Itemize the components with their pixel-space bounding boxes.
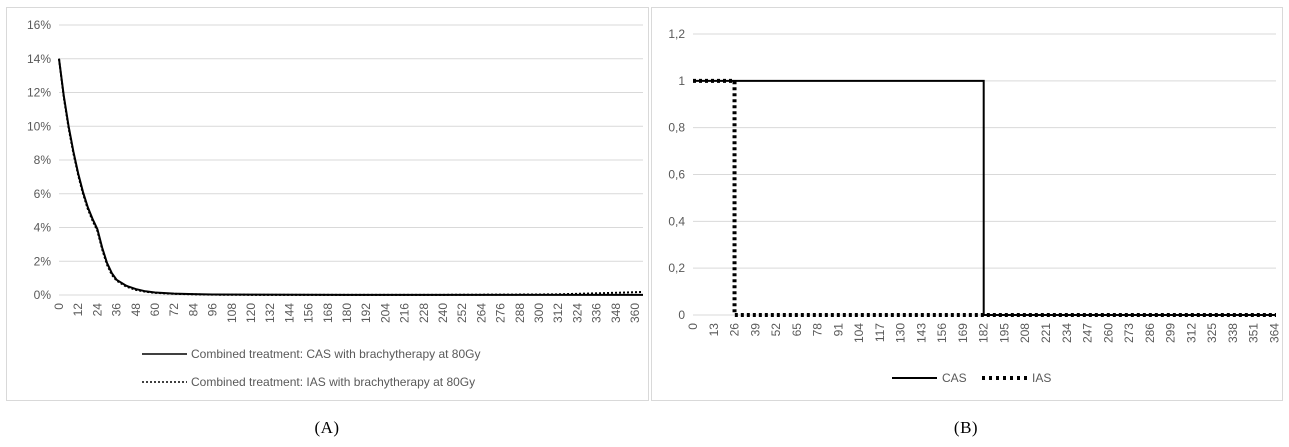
- x-tick-label: 300: [532, 303, 546, 323]
- y-tick-label: 1: [678, 74, 685, 88]
- x-tick-label: 240: [436, 303, 450, 323]
- x-tick-label: 36: [110, 303, 124, 317]
- y-tick-label: 2%: [34, 254, 52, 268]
- x-tick-label: 132: [263, 303, 277, 323]
- x-tick-label: 360: [628, 303, 642, 323]
- y-tick-label: 0,8: [668, 121, 685, 135]
- y-tick-label: 14%: [27, 52, 51, 66]
- x-tick-label: 0: [52, 303, 66, 310]
- legend-label: Combined treatment: IAS with brachythera…: [191, 375, 475, 389]
- caption-b: (B): [953, 418, 979, 437]
- x-tick-label: 48: [129, 303, 143, 317]
- x-tick-label: 336: [590, 303, 604, 323]
- caption-a: (A): [314, 418, 340, 437]
- x-tick-label: 144: [282, 303, 296, 323]
- x-tick-label: 216: [398, 303, 412, 323]
- x-tick-label: 78: [811, 323, 825, 337]
- x-tick-label: 12: [71, 303, 85, 317]
- x-tick-label: 338: [1226, 323, 1240, 343]
- x-tick-label: 228: [417, 303, 431, 323]
- y-tick-label: 10%: [27, 119, 51, 133]
- x-tick-label: 13: [707, 323, 721, 337]
- series-line-cas: [693, 79, 1276, 316]
- chart-panel-b: 0 0,2 0,4 0,6 0,8 1 1,2 0 13 26 39 52 65 78 91 104 117 13…: [651, 7, 1283, 401]
- x-tick-label: 221: [1039, 323, 1053, 343]
- legend-label: CAS: [942, 371, 967, 385]
- y-tick-label: 0: [678, 308, 685, 322]
- y-tick-label: 16%: [27, 18, 51, 32]
- x-tick-label: 108: [225, 303, 239, 323]
- x-tick-label: 72: [167, 303, 181, 317]
- x-tick-label: 65: [790, 323, 804, 337]
- x-tick-label: 52: [769, 323, 783, 337]
- x-tick-label: 264: [474, 303, 488, 323]
- x-tick-label: 252: [455, 303, 469, 323]
- x-tick-label: 156: [302, 303, 316, 323]
- y-tick-label: 8%: [34, 153, 52, 167]
- x-tick-label: 143: [914, 323, 928, 343]
- x-tick-label: 325: [1205, 323, 1219, 343]
- x-tick-label: 324: [570, 303, 584, 323]
- legend-label: IAS: [1032, 371, 1051, 385]
- x-tick-label: 39: [748, 323, 762, 337]
- x-tick-label: 156: [935, 323, 949, 343]
- x-tick-label: 24: [90, 303, 104, 317]
- x-tick-label: 120: [244, 303, 258, 323]
- x-tick-label: 273: [1122, 323, 1136, 343]
- y-tick-label: 1,2: [668, 27, 685, 41]
- y-tick-label: 0%: [34, 288, 52, 302]
- chart-a-svg: 0% 2% 4% 6% 8% 10% 12% 14% 16% 0 12 24 36 48 60 72 84 96 1…: [27, 18, 644, 389]
- x-tick-label: 180: [340, 303, 354, 323]
- x-tick-label: 192: [359, 303, 373, 323]
- y-tick-label: 12%: [27, 86, 51, 100]
- y-tick-label: 0,4: [668, 214, 685, 228]
- series-line-combined-treatment-cas-with-brachytherapy-at-80gy: [58, 58, 643, 296]
- x-tick-label: 286: [1143, 323, 1157, 343]
- x-tick-label: 351: [1247, 323, 1261, 343]
- chart-panel-a: 0% 2% 4% 6% 8% 10% 12% 14% 16% 0 12 24 36 48 60 72 84 96 1…: [6, 7, 649, 401]
- x-tick-label: 312: [551, 303, 565, 323]
- x-tick-label: 130: [894, 323, 908, 343]
- x-tick-label: 26: [728, 323, 742, 337]
- x-tick-label: 348: [609, 303, 623, 323]
- x-tick-label: 288: [513, 303, 527, 323]
- x-tick-label: 104: [852, 323, 866, 343]
- chart-b-svg: 0 0,2 0,4 0,6 0,8 1 1,2 0 13 26 39 52 65 78 91 104 117 13…: [668, 27, 1281, 385]
- x-tick-label: 168: [321, 303, 335, 323]
- x-tick-label: 60: [148, 303, 162, 317]
- y-tick-label: 4%: [34, 221, 52, 235]
- x-tick-label: 204: [378, 303, 392, 323]
- x-tick-label: 91: [831, 323, 845, 337]
- x-tick-label: 182: [977, 323, 991, 343]
- x-tick-label: 247: [1081, 323, 1095, 343]
- x-tick-label: 208: [1018, 323, 1032, 343]
- x-tick-label: 312: [1184, 323, 1198, 343]
- x-tick-label: 299: [1164, 323, 1178, 343]
- x-tick-label: 0: [686, 323, 700, 330]
- x-tick-label: 364: [1267, 323, 1281, 343]
- y-tick-label: 0,6: [668, 168, 685, 182]
- x-tick-label: 84: [186, 303, 200, 317]
- series-line-ias: [693, 78, 1276, 317]
- x-tick-label: 276: [494, 303, 508, 323]
- y-tick-label: 6%: [34, 187, 52, 201]
- x-tick-label: 117: [873, 323, 887, 342]
- x-tick-label: 96: [206, 303, 220, 317]
- x-tick-label: 260: [1101, 323, 1115, 343]
- series-line-combined-treatment-ias-with-brachytherapy-at-80gy: [58, 58, 644, 296]
- legend-label: Combined treatment: CAS with brachythera…: [191, 347, 480, 361]
- x-tick-label: 234: [1060, 323, 1074, 343]
- y-tick-label: 0,2: [668, 261, 685, 275]
- x-tick-label: 195: [997, 323, 1011, 343]
- x-tick-label: 169: [956, 323, 970, 343]
